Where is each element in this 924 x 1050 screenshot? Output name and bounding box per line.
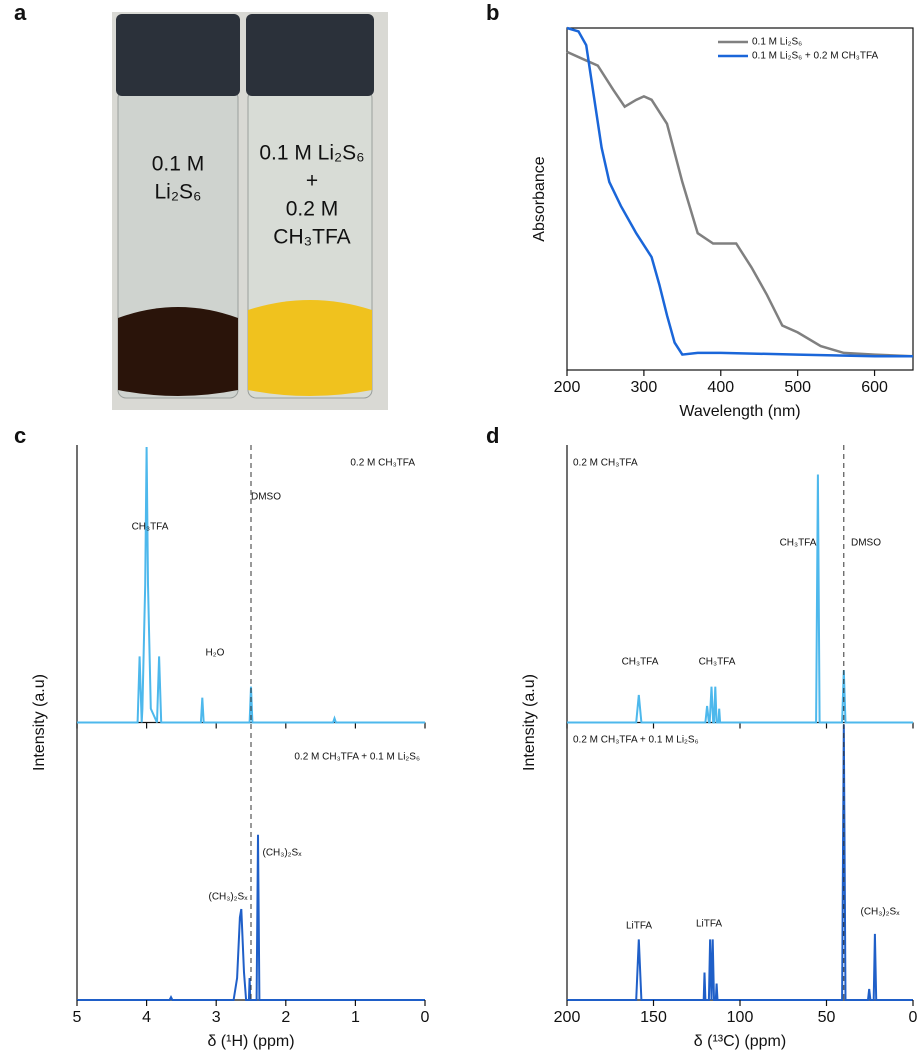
- photo: 0.1 M Li₂S₆ 0.1 M Li₂S₆ + 0.2 M CH₃TFA: [112, 12, 388, 410]
- peak-annotation: (CH₃)₂Sₓ: [860, 907, 900, 918]
- y-axis-label: Intensity (a.u): [521, 674, 538, 771]
- x-tick-label: 5: [73, 1009, 82, 1026]
- panel-label: d: [486, 423, 499, 448]
- vial-label: 0.1 M Li₂S₆: [259, 142, 364, 165]
- subplot-label: 0.2 M CH₃TFA + 0.1 M Li₂S₆: [573, 735, 699, 746]
- x-tick-label: 1: [351, 1009, 360, 1026]
- vial-cap: [116, 14, 240, 96]
- x-axis-label: Wavelength (nm): [679, 403, 800, 420]
- peak-annotation: LiTFA: [696, 919, 722, 930]
- x-tick-label: 2: [281, 1009, 290, 1026]
- vial-label: CH₃TFA: [273, 226, 350, 249]
- vial-liquid: [248, 300, 372, 396]
- peak-annotation: DMSO: [851, 538, 881, 549]
- x-tick-label: 600: [861, 379, 888, 396]
- peak-annotation: (CH₃)₂Sₓ: [262, 848, 302, 859]
- x-tick-label: 0: [421, 1009, 430, 1026]
- subplot-label: 0.2 M CH₃TFA + 0.1 M Li₂S₆: [294, 752, 420, 763]
- legend-label: 0.1 M Li₂S₆: [752, 37, 802, 48]
- spectrum: [77, 446, 425, 724]
- x-tick-label: 200: [554, 1009, 581, 1026]
- x-tick-label: 4: [142, 1009, 151, 1026]
- x-tick-label: 50: [818, 1009, 836, 1026]
- x-tick-label: 500: [784, 379, 811, 396]
- peak-annotation: CH₃TFA: [132, 522, 169, 533]
- y-axis-label: Absorbance: [531, 156, 548, 241]
- x-tick-label: 300: [631, 379, 658, 396]
- panel-label: a: [14, 0, 27, 25]
- peak-annotation: DMSO: [251, 492, 281, 503]
- peak-annotation: CH₃TFA: [622, 657, 659, 668]
- vial-label: +: [306, 170, 318, 193]
- peak-annotation: LiTFA: [626, 921, 652, 932]
- x-tick-label: 150: [640, 1009, 667, 1026]
- y-axis-label: Intensity (a.u): [31, 674, 48, 771]
- vial-cap: [246, 14, 374, 96]
- x-tick-label: 0: [909, 1009, 918, 1026]
- spectrum: [567, 474, 913, 724]
- x-axis-label: δ (¹³C) (ppm): [694, 1033, 786, 1050]
- x-tick-label: 200: [554, 379, 581, 396]
- vial-label: Li₂S₆: [155, 181, 202, 204]
- peak-annotation: CH₃TFA: [780, 538, 817, 549]
- subplot-label: 0.2 M CH₃TFA: [573, 458, 638, 469]
- vial-label: 0.2 M: [286, 198, 339, 221]
- line-series: [566, 50, 914, 358]
- x-tick-label: 3: [212, 1009, 221, 1026]
- x-tick-label: 400: [707, 379, 734, 396]
- peak-annotation: CH₃TFA: [699, 657, 736, 668]
- line-series: [566, 26, 913, 358]
- spectrum: [77, 834, 425, 1001]
- legend-label: 0.1 M Li₂S₆ + 0.2 M CH₃TFA: [752, 51, 879, 62]
- x-axis-label: δ (¹H) (ppm): [207, 1033, 294, 1050]
- plot-frame: [566, 27, 914, 371]
- vial-liquid: [118, 307, 238, 396]
- peak-annotation: H₂O: [206, 648, 225, 659]
- spectrum: [567, 724, 913, 1001]
- subplot-label: 0.2 M CH₃TFA: [350, 458, 415, 469]
- vial-label: 0.1 M: [152, 153, 205, 176]
- panel-label: b: [486, 0, 499, 25]
- x-tick-label: 100: [727, 1009, 754, 1026]
- peak-annotation: (CH₃)₂Sₓ: [208, 892, 248, 903]
- panel-label: c: [14, 423, 26, 448]
